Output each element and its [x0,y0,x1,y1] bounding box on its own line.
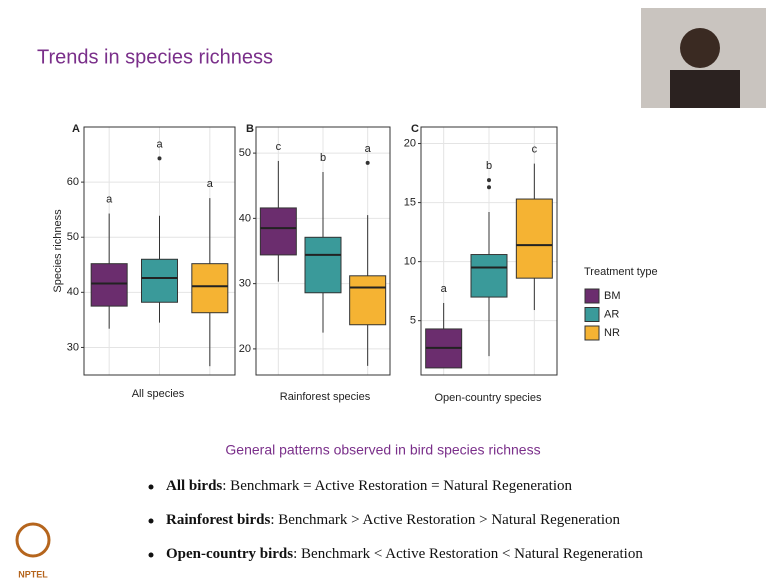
bullet-dot [149,553,154,558]
y-axis-label: Species richness [52,209,64,293]
legend-swatch [585,289,599,303]
bullet-dot [149,519,154,524]
legend-label: AR [604,308,619,320]
bullet-bold: All birds [166,478,222,494]
x-axis-label: Rainforest species [280,391,371,403]
outlier [487,185,491,189]
bullet-bold: Rainforest birds [166,512,270,528]
box [350,276,386,325]
y-tick-label: 60 [67,176,79,188]
outlier [158,156,162,160]
legend-label: BM [604,290,621,302]
box [142,259,178,302]
panel-label: A [72,123,80,135]
y-tick-label: 10 [404,256,416,268]
significance-letter: a [106,193,113,205]
outlier [487,178,491,182]
significance-letter: a [365,143,372,155]
webcam-person-body [670,70,740,108]
panel-label: B [246,123,254,135]
bullet-bold: Open-country birds [166,546,293,562]
bullet-rest: : Benchmark < Active Restoration < Natur… [293,546,643,562]
significance-letter: a [441,283,448,295]
slide-title: Trends in species richness [37,46,273,68]
box [192,264,228,313]
y-tick-label: 20 [239,343,251,355]
significance-letter: c [532,144,538,156]
x-axis-label: All species [132,388,185,400]
legend-swatch [585,326,599,340]
legend-title: Treatment type [584,266,658,278]
significance-letter: a [156,138,163,150]
box [91,264,127,306]
bullet-rest: : Benchmark > Active Restoration > Natur… [270,512,620,528]
webcam-person [680,28,720,68]
bullet-text: Open-country birds: Benchmark < Active R… [166,546,643,562]
y-tick-label: 15 [404,196,416,208]
y-tick-label: 40 [67,286,79,298]
y-tick-label: 50 [239,147,251,159]
outlier [366,161,370,165]
panel-label: C [411,123,419,135]
significance-letter: a [207,178,214,190]
bullet-rest: : Benchmark = Active Restoration = Natur… [222,478,572,494]
box [471,255,507,298]
y-tick-label: 20 [404,137,416,149]
x-axis-label: Open-country species [435,392,542,404]
box [260,208,296,255]
significance-letter: b [320,152,326,164]
y-tick-label: 50 [67,231,79,243]
y-tick-label: 30 [239,278,251,290]
logo-text: NPTEL [18,569,48,579]
y-tick-label: 5 [410,315,416,327]
bullet-dot [149,485,154,490]
legend-label: NR [604,327,620,339]
significance-letter: b [486,160,492,172]
significance-letter: c [276,141,282,153]
box [305,237,341,292]
slide: Trends in species richness General patte… [0,0,766,582]
box [516,199,552,278]
subtitle: General patterns observed in bird specie… [225,442,540,458]
y-tick-label: 40 [239,212,251,224]
bullet-text: Rainforest birds: Benchmark > Active Res… [166,512,621,528]
y-tick-label: 30 [67,341,79,353]
page: Trends in species richness General patte… [0,0,766,582]
bullet-text: All birds: Benchmark = Active Restoratio… [166,478,572,494]
legend-swatch [585,308,599,322]
